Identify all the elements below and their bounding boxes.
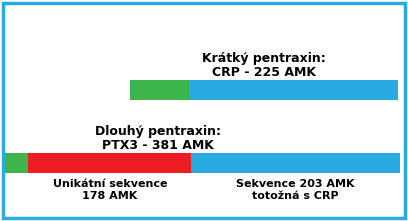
Text: 178 AMK: 178 AMK [82, 191, 137, 201]
Text: Dlouhý pentraxin:: Dlouhý pentraxin: [95, 125, 222, 138]
Text: PTX3 - 381 AMK: PTX3 - 381 AMK [102, 139, 214, 152]
Bar [130, 80, 189, 100]
Bar [5, 153, 28, 173]
Text: totožná s CRP: totožná s CRP [253, 191, 339, 201]
Text: CRP - 225 AMK: CRP - 225 AMK [212, 66, 316, 79]
Bar [191, 153, 400, 173]
Bar [189, 80, 398, 100]
Text: Krátký pentraxin:: Krátký pentraxin: [202, 52, 326, 65]
Bar [28, 153, 191, 173]
Text: Sekvence 203 AMK: Sekvence 203 AMK [237, 179, 355, 189]
Text: Unikátní sekvence: Unikátní sekvence [53, 179, 167, 189]
